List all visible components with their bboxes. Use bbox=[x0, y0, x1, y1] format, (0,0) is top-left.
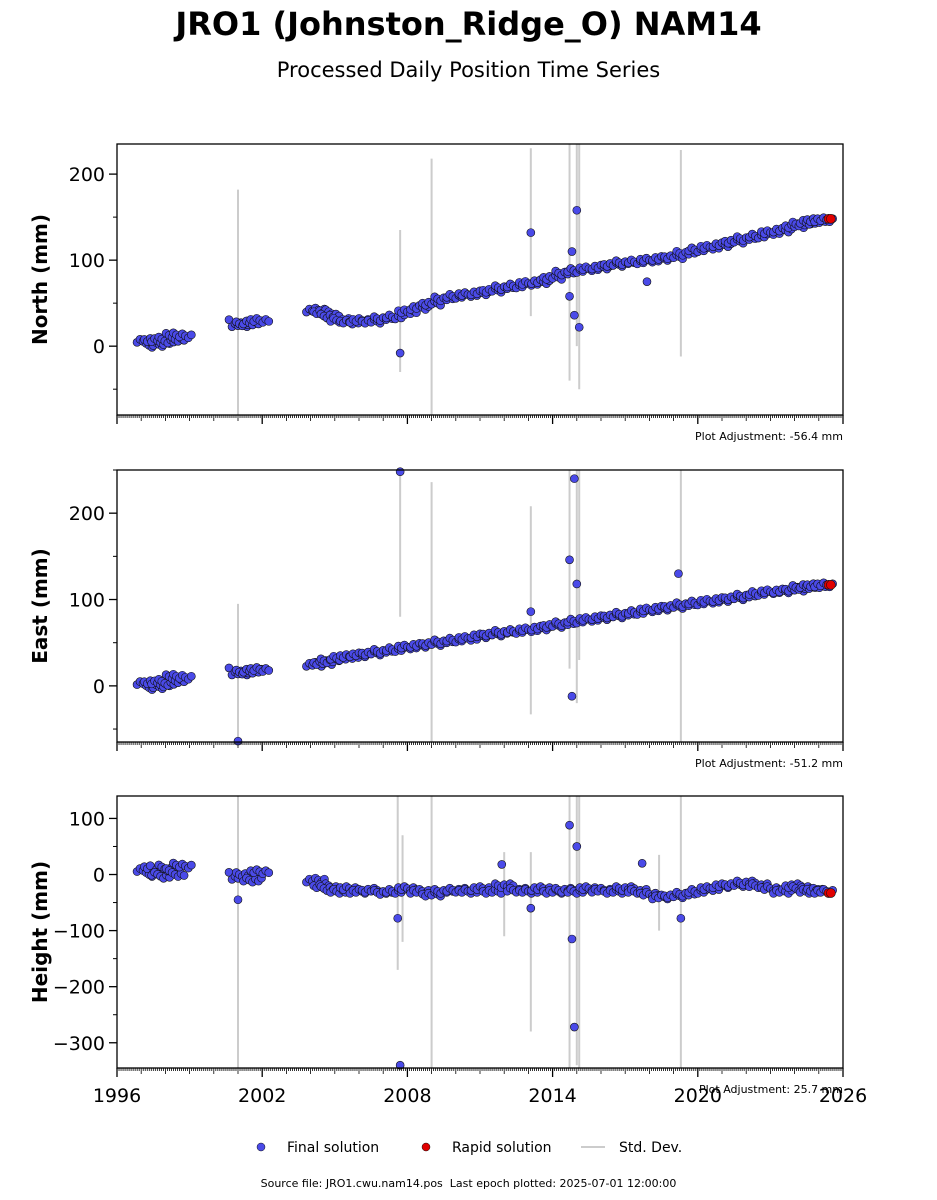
final-point bbox=[674, 569, 683, 578]
x-tick-label: 2002 bbox=[238, 1085, 286, 1107]
legend-marker bbox=[256, 1142, 266, 1152]
source-label: Source file: bbox=[260, 1177, 323, 1190]
rapid-point bbox=[826, 888, 836, 898]
final-point bbox=[526, 228, 536, 237]
y-tick-label: 0 bbox=[93, 865, 105, 887]
rapid-point bbox=[826, 580, 836, 590]
final-point bbox=[565, 820, 574, 830]
plot-adjustment: Plot Adjustment: 25.7 mm bbox=[699, 1083, 843, 1096]
y-axis-label: East (mm) bbox=[28, 548, 52, 664]
final-point bbox=[526, 903, 536, 913]
last-epoch-label: Last epoch plotted: bbox=[449, 1177, 557, 1190]
final-point bbox=[570, 474, 579, 483]
final-point bbox=[570, 1022, 579, 1032]
final-point bbox=[572, 842, 582, 851]
y-tick-label: −100 bbox=[53, 921, 105, 943]
legend-label: Rapid solution bbox=[452, 1140, 552, 1156]
final-point bbox=[187, 860, 196, 870]
y-axis-label: Height (mm) bbox=[28, 861, 52, 1003]
legend-label: Std. Dev. bbox=[619, 1140, 682, 1156]
y-tick-label: −200 bbox=[53, 977, 105, 999]
final-point bbox=[572, 579, 582, 589]
final-point bbox=[264, 317, 274, 326]
last-epoch: 2025-07-01 12:00:00 bbox=[559, 1177, 677, 1190]
final-point bbox=[179, 871, 189, 880]
final-point bbox=[395, 1060, 405, 1070]
final-point bbox=[395, 348, 405, 358]
footer: Source file: JRO1.cwu.nam14.pos Last epo… bbox=[0, 1177, 937, 1190]
final-point bbox=[567, 247, 577, 256]
y-tick-label: 100 bbox=[69, 808, 105, 830]
final-point bbox=[187, 671, 196, 681]
rapid-point bbox=[826, 214, 836, 224]
y-tick-label: 0 bbox=[93, 336, 105, 358]
y-tick-label: 200 bbox=[69, 503, 105, 525]
plot-frame bbox=[116, 795, 844, 1069]
final-point bbox=[567, 691, 577, 701]
legend-marker bbox=[421, 1142, 431, 1152]
final-point bbox=[526, 607, 536, 616]
final-point bbox=[642, 277, 652, 286]
final-point bbox=[567, 934, 577, 944]
final-point bbox=[264, 868, 274, 878]
final-point bbox=[393, 913, 403, 923]
plot-frame bbox=[116, 143, 844, 416]
x-tick-label: 2020 bbox=[674, 1085, 722, 1107]
x-tick-label: 2014 bbox=[528, 1085, 576, 1107]
final-point bbox=[565, 291, 574, 301]
final-point bbox=[565, 555, 574, 565]
plot-adjustment: Plot Adjustment: -56.4 mm bbox=[695, 430, 843, 443]
x-tick-label: 1996 bbox=[93, 1085, 141, 1107]
final-point bbox=[233, 895, 243, 905]
x-tick-label: 2026 bbox=[819, 1085, 867, 1107]
final-point bbox=[570, 310, 579, 320]
final-point bbox=[497, 860, 507, 869]
final-point bbox=[395, 467, 405, 477]
final-point bbox=[574, 322, 584, 332]
final-point bbox=[187, 330, 196, 340]
final-point bbox=[264, 666, 274, 675]
chart-title: JRO1 (Johnston_Ridge_O) NAM14 bbox=[175, 5, 762, 43]
y-tick-label: 100 bbox=[69, 250, 105, 272]
y-tick-label: −300 bbox=[53, 1033, 105, 1055]
y-tick-label: 100 bbox=[69, 590, 105, 612]
plot-adjustment: Plot Adjustment: -51.2 mm bbox=[695, 757, 843, 770]
plot-frame bbox=[116, 469, 844, 743]
final-point bbox=[676, 913, 686, 923]
chart-subtitle: Processed Daily Position Time Series bbox=[276, 58, 661, 82]
x-tick-label: 2008 bbox=[383, 1085, 431, 1107]
y-tick-label: 200 bbox=[69, 164, 105, 186]
y-tick-label: 0 bbox=[93, 676, 105, 698]
y-axis-label: North (mm) bbox=[28, 214, 52, 345]
final-point bbox=[637, 858, 647, 868]
legend-label: Final solution bbox=[287, 1140, 379, 1156]
source-file: JRO1.cwu.nam14.pos bbox=[325, 1177, 443, 1190]
final-point bbox=[572, 205, 582, 215]
